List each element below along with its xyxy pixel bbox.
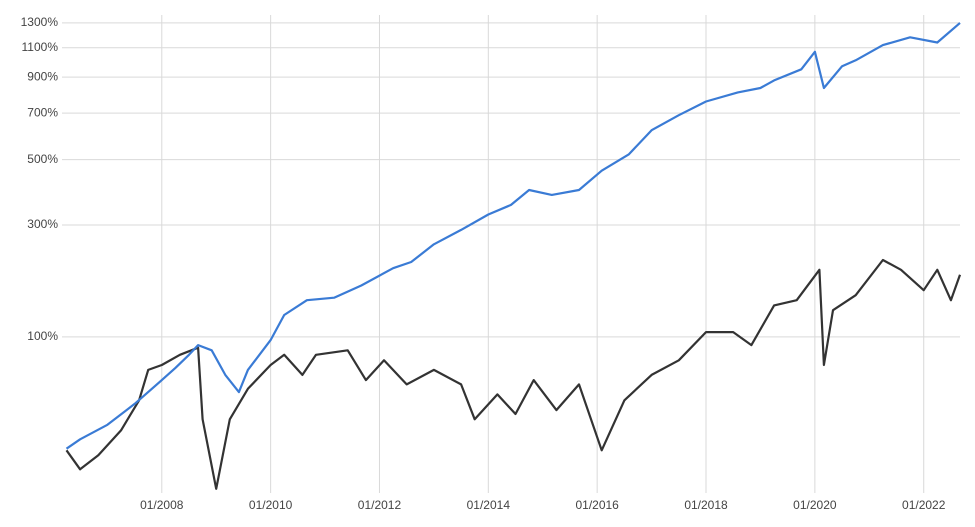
x-tick-label: 01/2020 bbox=[793, 498, 837, 512]
y-tick-label: 100% bbox=[27, 329, 58, 343]
y-tick-label: 1300% bbox=[21, 15, 59, 29]
y-tick-label: 500% bbox=[27, 152, 58, 166]
series-line bbox=[65, 258, 962, 490]
y-tick-label: 1100% bbox=[22, 40, 59, 54]
x-tick-label: 01/2008 bbox=[140, 498, 184, 512]
x-tick-label: 01/2016 bbox=[575, 498, 619, 512]
y-tick-label: 300% bbox=[27, 217, 58, 231]
y-tick-label: 700% bbox=[27, 105, 58, 119]
x-tick-label: 01/2014 bbox=[467, 498, 511, 512]
x-tick-label: 01/2018 bbox=[684, 498, 728, 512]
series-line bbox=[65, 22, 961, 450]
x-tick-label: 01/2022 bbox=[902, 498, 946, 512]
x-tick-label: 01/2012 bbox=[358, 498, 402, 512]
y-tick-label: 900% bbox=[27, 69, 58, 83]
x-tick-label: 01/2010 bbox=[249, 498, 293, 512]
